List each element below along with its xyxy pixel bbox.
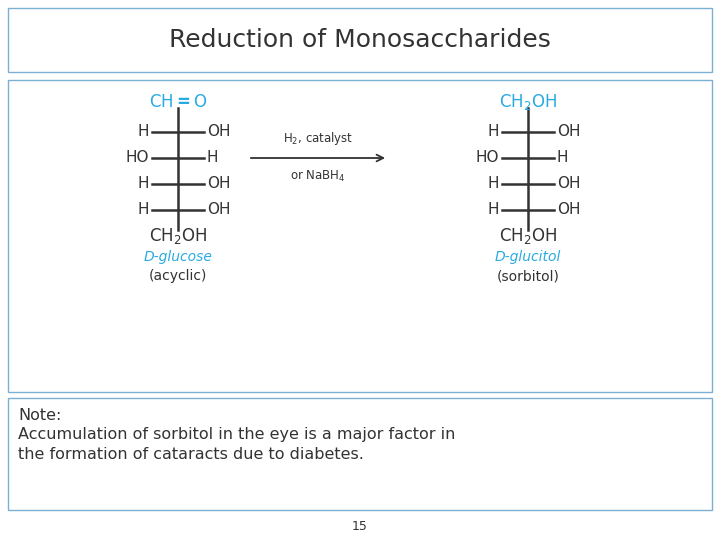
Text: H: H <box>138 202 149 218</box>
Text: Reduction of Monosaccharides: Reduction of Monosaccharides <box>169 28 551 52</box>
FancyBboxPatch shape <box>8 80 712 392</box>
FancyBboxPatch shape <box>8 398 712 510</box>
Text: OH: OH <box>207 177 230 192</box>
Text: 15: 15 <box>352 519 368 532</box>
Text: CH$_2$OH: CH$_2$OH <box>499 92 557 112</box>
Text: H: H <box>138 177 149 192</box>
Text: H: H <box>207 151 218 165</box>
Text: CH$\mathbf{=}$O: CH$\mathbf{=}$O <box>148 93 207 111</box>
Text: OH: OH <box>557 125 580 139</box>
Text: HO: HO <box>125 151 149 165</box>
Text: HO: HO <box>475 151 499 165</box>
Text: CH$_2$OH: CH$_2$OH <box>499 226 557 246</box>
FancyBboxPatch shape <box>8 8 712 72</box>
Text: H: H <box>138 125 149 139</box>
Text: or NaBH$_4$: or NaBH$_4$ <box>290 169 346 184</box>
Text: CH$_2$OH: CH$_2$OH <box>149 226 207 246</box>
Text: (acyclic): (acyclic) <box>149 269 207 283</box>
Text: OH: OH <box>557 202 580 218</box>
Text: D-glucose: D-glucose <box>143 250 212 264</box>
Text: OH: OH <box>557 177 580 192</box>
Text: (sorbitol): (sorbitol) <box>497 269 559 283</box>
Text: Note:: Note: <box>18 408 61 423</box>
Text: H$_2$, catalyst: H$_2$, catalyst <box>283 130 353 147</box>
Text: D-glucitol: D-glucitol <box>495 250 561 264</box>
Text: H: H <box>487 202 499 218</box>
Text: the formation of cataracts due to diabetes.: the formation of cataracts due to diabet… <box>18 447 364 462</box>
Text: Accumulation of sorbitol in the eye is a major factor in: Accumulation of sorbitol in the eye is a… <box>18 427 455 442</box>
Text: OH: OH <box>207 202 230 218</box>
Text: H: H <box>557 151 569 165</box>
Text: H: H <box>487 177 499 192</box>
Text: OH: OH <box>207 125 230 139</box>
Text: H: H <box>487 125 499 139</box>
